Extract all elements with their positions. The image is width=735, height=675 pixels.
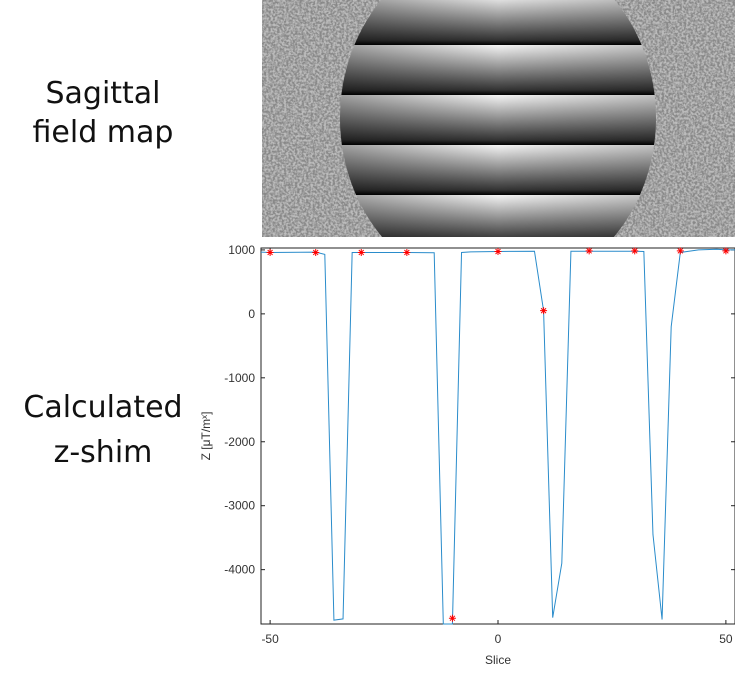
star-marker: [676, 247, 684, 255]
star-marker: [448, 614, 456, 622]
star-marker: [266, 248, 274, 256]
star-marker: [585, 247, 593, 255]
y-tick-label: 0: [248, 307, 255, 321]
data-line: [260, 248, 735, 625]
x-axis-label: Slice: [485, 653, 511, 667]
star-marker: [312, 248, 320, 256]
y-tick-label: 1000: [228, 243, 255, 257]
y-tick-label: -1000: [224, 371, 255, 385]
star-marker: [631, 247, 639, 255]
y-tick-label: -2000: [224, 435, 255, 449]
y-axis-label: Z [μT/mˣ]: [199, 412, 213, 461]
star-marker: [403, 248, 411, 256]
star-marker: [540, 307, 548, 315]
y-tick-label: -4000: [224, 563, 255, 577]
x-tick-label: 0: [495, 632, 502, 646]
x-tick-label: -50: [261, 632, 279, 646]
field-map-image: [262, 0, 735, 237]
star-marker: [357, 248, 365, 256]
y-tick-label: -3000: [224, 499, 255, 513]
panel-label: z-shim: [54, 435, 153, 470]
panel-label: field map: [33, 115, 174, 150]
star-marker: [494, 248, 502, 256]
panel-label: Sagittal: [45, 76, 160, 111]
x-tick-label: 50: [719, 632, 733, 646]
panel-label: Calculated: [23, 390, 182, 425]
star-marker: [722, 247, 730, 255]
